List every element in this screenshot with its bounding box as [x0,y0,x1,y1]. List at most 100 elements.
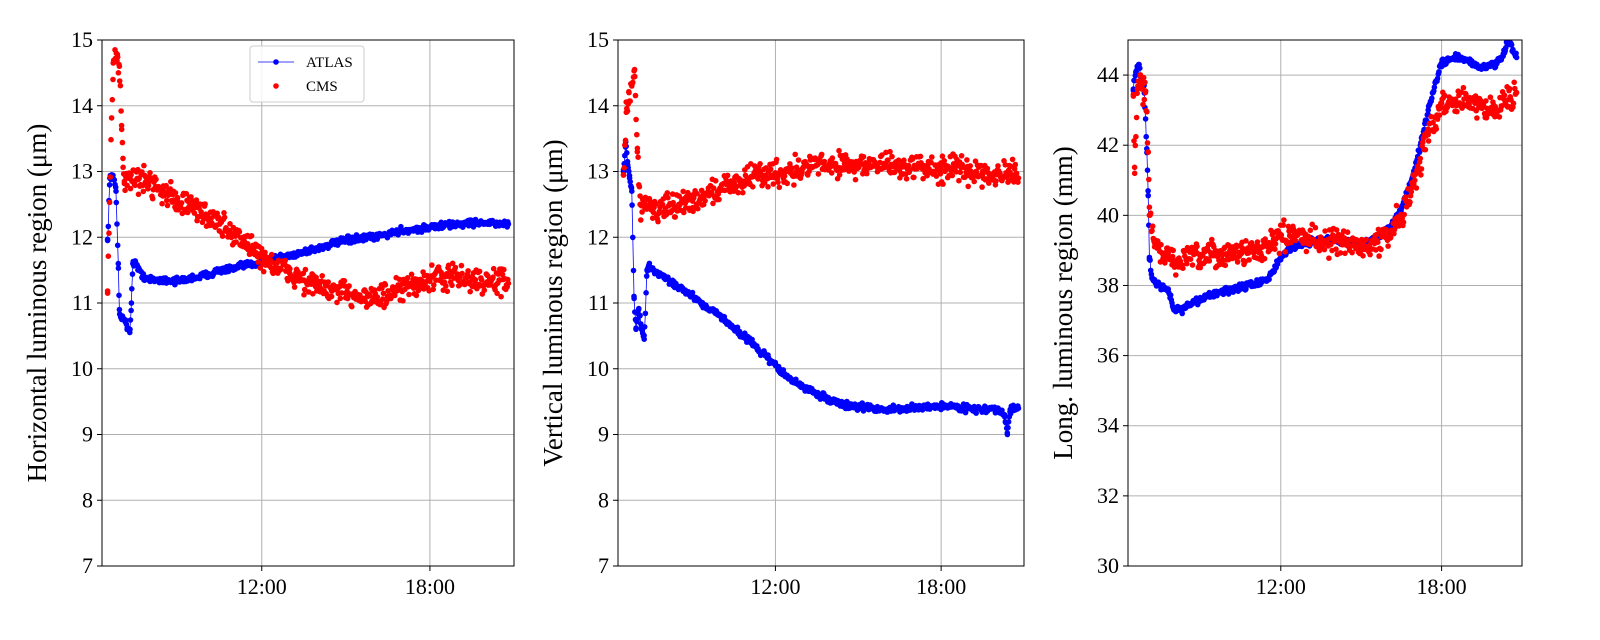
point-atlas [104,237,111,244]
point-atlas [1503,44,1509,51]
point-cms [624,108,631,114]
point-cms [291,284,298,290]
point-cms [1015,179,1021,185]
point-cms [106,230,112,236]
y-tick-label: 7 [82,553,93,578]
point-cms [377,300,384,307]
point-cms [115,70,122,76]
point-cms [1413,185,1420,191]
point-cms [118,108,124,114]
x-tick-label: 18:00 [405,574,455,599]
point-cms [765,184,771,190]
point-cms [1483,98,1489,104]
point-cms [964,157,970,163]
y-tick-label: 15 [71,27,93,52]
point-cms [1452,96,1459,102]
point-cms [430,286,437,293]
point-cms [408,271,415,278]
point-cms [1158,241,1164,248]
point-cms [917,153,924,160]
point-cms [374,294,381,300]
point-cms [1144,109,1150,115]
point-cms [1132,142,1139,149]
point-cms [349,303,355,310]
plot-area [104,47,512,336]
point-cms [1407,199,1413,205]
point-atlas [1431,84,1438,90]
point-cms [1285,223,1292,230]
point-atlas [114,221,120,227]
point-cms [1418,166,1425,172]
point-cms [458,262,465,269]
point-atlas [1147,257,1153,263]
point-cms [1234,259,1241,265]
y-axis-label: Vertical luminous region (μm) [538,139,568,466]
point-cms [1373,231,1380,238]
point-cms [1487,94,1494,100]
point-atlas [1137,65,1143,71]
point-cms [310,291,316,297]
point-cms [1131,170,1138,177]
point-cms [864,170,870,177]
point-cms [1145,149,1151,155]
point-cms [979,184,985,190]
point-cms [490,265,497,272]
point-cms [735,189,741,196]
point-cms [1333,227,1340,233]
y-tick-label: 9 [598,422,609,447]
point-cms [767,166,774,173]
point-cms [773,156,780,163]
point-cms [818,151,825,158]
point-atlas [1513,54,1520,61]
point-cms [153,176,159,183]
point-atlas [129,286,135,292]
point-cms [1292,237,1299,244]
point-cms [791,182,797,188]
point-cms [710,185,717,191]
point-cms [1013,170,1020,177]
point-cms [1288,239,1294,246]
point-cms [635,154,641,160]
point-cms [630,79,636,86]
point-cms [116,63,123,70]
point-atlas [642,310,649,317]
point-atlas [116,306,123,313]
point-cms [132,182,138,189]
point-atlas [1005,419,1012,425]
point-cms [282,257,289,264]
point-atlas [1416,149,1423,155]
point-cms [1149,227,1155,234]
point-cms [1385,243,1391,249]
point-cms [634,131,640,138]
point-cms [1307,227,1314,234]
point-cms [1513,89,1520,96]
point-cms [828,170,835,176]
point-cms [183,190,190,197]
point-cms [621,165,627,171]
point-cms [465,268,471,274]
point-cms [901,157,907,163]
point-cms [1492,103,1498,110]
point-cms [1418,172,1424,178]
point-atlas [115,260,122,267]
point-cms [1187,256,1194,263]
y-axis-label: Long. luminous region (mm) [1048,146,1078,459]
point-cms [622,137,629,144]
point-cms [750,184,756,190]
point-cms [1344,229,1351,235]
point-cms [672,214,678,220]
y-tick-label: 7 [598,553,609,578]
point-cms [494,290,500,297]
point-cms [301,292,307,298]
point-cms [681,209,687,216]
point-cms [1211,244,1217,250]
y-tick-label: 12 [71,224,93,249]
plot-area [620,66,1022,438]
point-cms [879,152,885,158]
point-cms [202,201,208,207]
point-cms [109,96,116,103]
point-atlas [112,184,119,190]
point-atlas [629,188,635,194]
point-cms [227,221,233,227]
